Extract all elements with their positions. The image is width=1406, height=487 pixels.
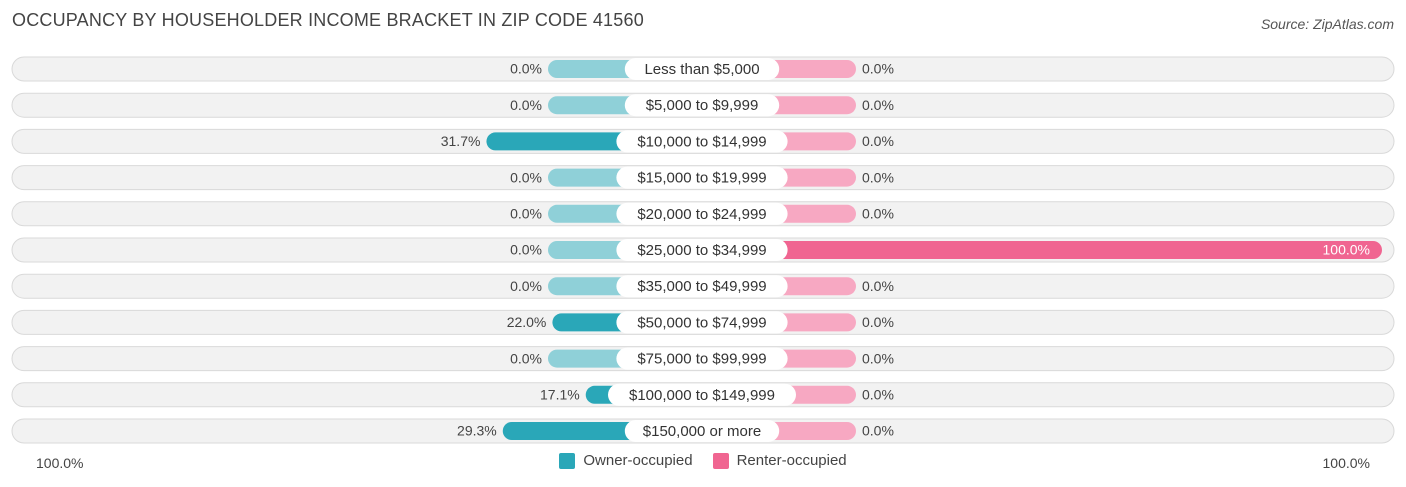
category-label: $25,000 to $34,999 <box>637 242 766 259</box>
category-label: $50,000 to $74,999 <box>637 314 766 331</box>
category-label-bg <box>624 420 780 442</box>
chart-title: OCCUPANCY BY HOUSEHOLDER INCOME BRACKET … <box>12 10 644 30</box>
legend-label-owner: Owner-occupied <box>583 452 693 469</box>
axis-right-label: 100.0% <box>1322 455 1370 471</box>
legend-item-renter: Renter-occupied <box>712 452 847 469</box>
category-label: $5,000 to $9,999 <box>646 97 759 114</box>
value-label-renter: 0.0% <box>862 133 894 149</box>
value-label-renter: 0.0% <box>862 61 894 77</box>
value-label-owner: 0.0% <box>510 61 542 77</box>
value-label-renter: 0.0% <box>862 278 894 294</box>
value-label-owner: 0.0% <box>510 350 542 366</box>
value-label-owner: 31.7% <box>441 133 481 149</box>
category-label-bg <box>616 130 788 153</box>
category-label-bg <box>616 202 788 225</box>
axis-left-label: 100.0% <box>36 455 84 471</box>
value-label-owner: 29.3% <box>457 423 497 439</box>
value-label-renter: 0.0% <box>862 423 894 439</box>
chart-source: Source: ZipAtlas.com <box>1260 16 1394 32</box>
value-label-renter: 0.0% <box>862 169 894 185</box>
category-label-bg <box>608 383 796 406</box>
category-label-bg <box>616 239 788 261</box>
value-label-owner: 0.0% <box>510 206 542 222</box>
category-label-bg <box>624 58 780 80</box>
value-label-owner: 0.0% <box>510 169 542 185</box>
value-label-renter: 0.0% <box>862 97 894 113</box>
value-label-renter: 100.0% <box>1323 242 1370 258</box>
category-label-bg <box>616 347 788 370</box>
category-label: $100,000 to $149,999 <box>629 387 775 404</box>
value-label-owner: 0.0% <box>510 278 542 294</box>
value-label-owner: 22.0% <box>507 314 547 330</box>
category-label-bg <box>616 166 788 189</box>
bar-renter <box>702 241 1382 259</box>
legend-item-owner: Owner-occupied <box>559 452 693 469</box>
value-label-owner: 17.1% <box>540 387 580 403</box>
category-label: $35,000 to $49,999 <box>637 278 766 295</box>
category-label: $75,000 to $99,999 <box>637 351 766 368</box>
legend-swatch-owner <box>559 452 576 469</box>
category-label: $20,000 to $24,999 <box>637 206 766 223</box>
category-label: $150,000 or more <box>643 423 761 440</box>
category-label: $10,000 to $14,999 <box>637 133 766 150</box>
value-label-renter: 0.0% <box>862 314 894 330</box>
value-label-renter: 0.0% <box>862 206 894 222</box>
category-label-bg <box>616 275 788 298</box>
value-label-renter: 0.0% <box>862 387 894 403</box>
value-label-owner: 0.0% <box>510 97 542 113</box>
legend-label-renter: Renter-occupied <box>736 452 847 469</box>
legend: Owner-occupied Renter-occupied <box>0 452 1406 469</box>
value-label-renter: 0.0% <box>862 350 894 366</box>
value-label-owner: 0.0% <box>510 242 542 258</box>
category-label-bg <box>616 311 788 334</box>
legend-swatch-renter <box>712 452 729 469</box>
category-label: Less than $5,000 <box>644 61 759 78</box>
category-label-bg <box>624 94 780 117</box>
category-label: $15,000 to $19,999 <box>637 170 766 187</box>
